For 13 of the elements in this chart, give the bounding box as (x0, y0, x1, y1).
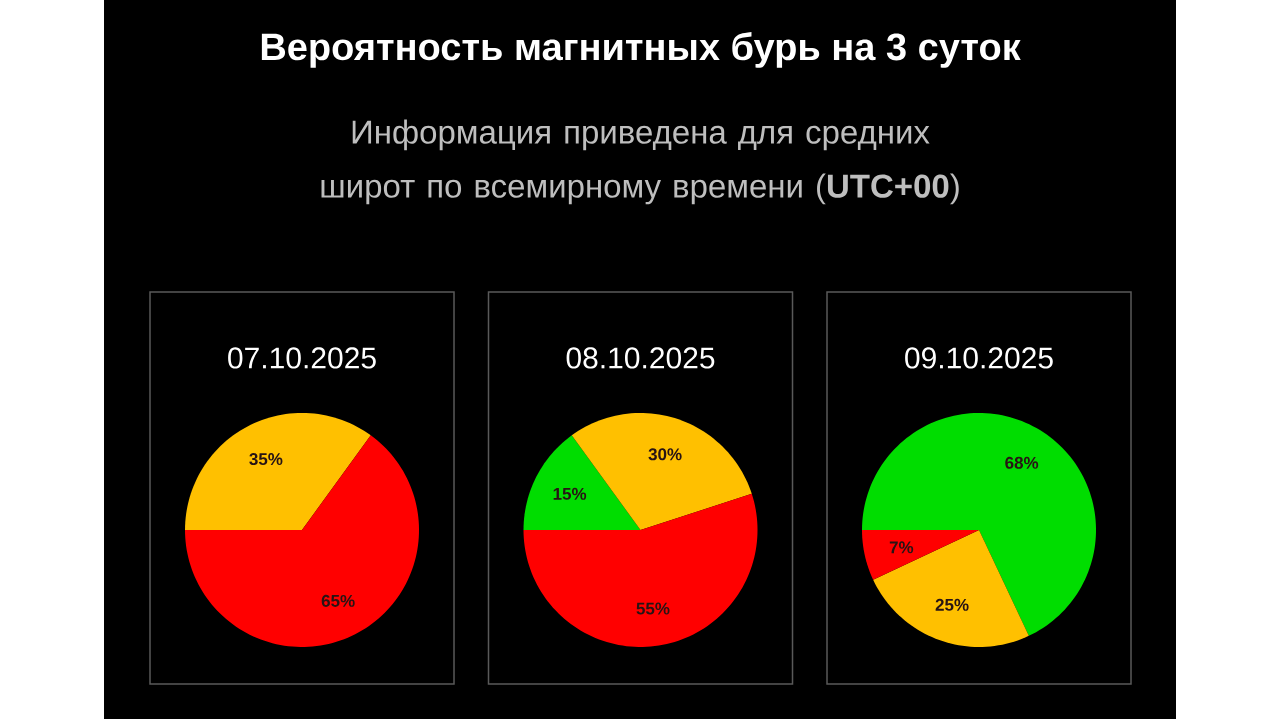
data-label: 68% (1005, 456, 1039, 469)
data-label: 15% (553, 487, 587, 500)
data-label: 25% (935, 598, 969, 611)
data-label: 30% (648, 448, 682, 461)
chart-title: 07.10.2025 (228, 347, 376, 369)
data-label: 55% (636, 602, 670, 615)
chart-title: 08.10.2025 (566, 347, 715, 369)
data-label: 7% (889, 541, 914, 554)
data-label: 65% (321, 594, 355, 607)
data-label: 35% (249, 453, 283, 466)
text: Вероятность магнитных бурь на 3 суток (261, 32, 1021, 68)
chart-title: 09.10.2025 (905, 347, 1053, 369)
text: Информация приведена для средних широт по всемирному времени (UTC+00) (321, 119, 959, 205)
